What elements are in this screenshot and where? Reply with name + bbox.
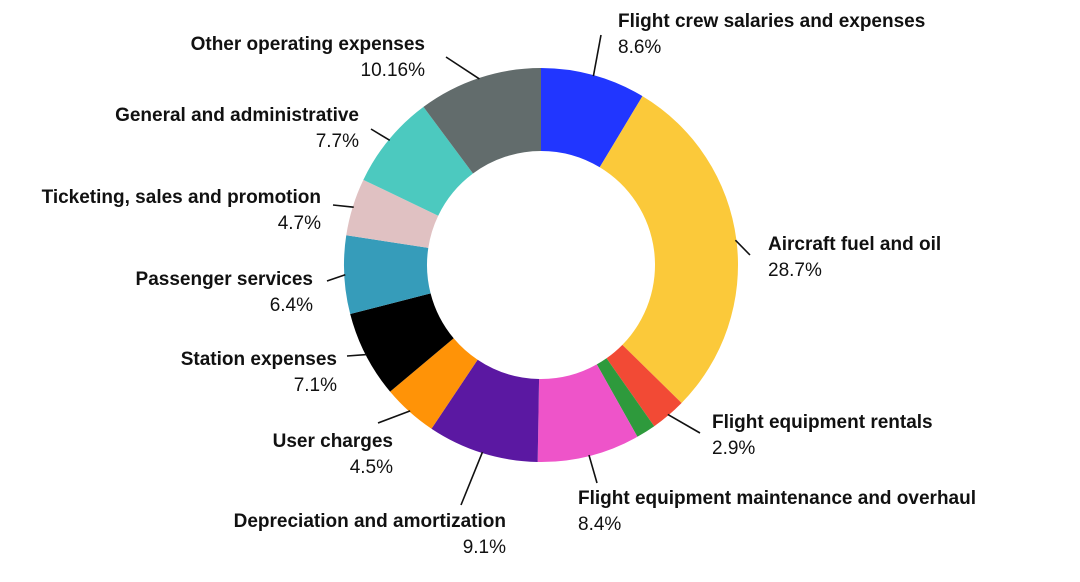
leader-line-flight-equipment-rentals <box>667 413 701 434</box>
label-percent-other-operating-expenses: 10.16% <box>361 60 426 81</box>
label-percent-flight-crew-salaries-and-expenses: 8.6% <box>618 37 661 58</box>
slice-general-and-administrative <box>363 106 473 216</box>
leader-line-flight-equipment-maintenance-and-overhaul <box>588 454 598 484</box>
slice-flight-equipment-maintenance-and-overhaul <box>537 364 638 463</box>
slice-flight-crew-salaries-and-expenses <box>541 68 643 168</box>
slice-flight-equipment-rentals <box>606 344 682 427</box>
slice-passenger-services <box>344 235 431 314</box>
label-name-user-charges: User charges <box>273 431 393 452</box>
leader-line-station-expenses <box>346 353 367 357</box>
label-percent-general-and-administrative: 7.7% <box>316 131 359 152</box>
leader-line-flight-crew-salaries-and-expenses <box>592 34 602 77</box>
label-name-depreciation-and-amortization: Depreciation and amortization <box>234 511 506 532</box>
slice-unlabeled-3 <box>596 358 655 437</box>
label-percent-station-expenses: 7.1% <box>294 375 337 396</box>
leader-line-aircraft-fuel-and-oil <box>734 239 751 256</box>
leader-line-user-charges <box>377 410 411 424</box>
label-name-general-and-administrative: General and administrative <box>115 105 359 126</box>
leader-line-ticketing-sales-and-promotion <box>332 204 354 209</box>
donut-slices <box>344 68 738 463</box>
label-percent-user-charges: 4.5% <box>350 457 393 478</box>
leader-line-general-and-administrative <box>370 128 391 142</box>
slice-user-charges <box>390 338 478 429</box>
slice-labels: Flight crew salaries and expenses 8.6% Air… <box>42 11 976 558</box>
label-percent-ticketing-sales-and-promotion: 4.7% <box>278 213 321 234</box>
slice-depreciation-and-amortization <box>431 359 540 462</box>
slice-station-expenses <box>350 293 454 392</box>
label-name-passenger-services: Passenger services <box>136 269 313 290</box>
label-percent-depreciation-and-amortization: 9.1% <box>463 537 506 558</box>
label-name-other-operating-expenses: Other operating expenses <box>191 34 425 55</box>
label-name-ticketing-sales-and-promotion: Ticketing, sales and promotion <box>42 187 321 208</box>
slice-ticketing-sales-and-promotion <box>346 179 439 248</box>
slice-aircraft-fuel-and-oil <box>599 96 738 404</box>
label-name-aircraft-fuel-and-oil: Aircraft fuel and oil <box>768 234 941 255</box>
label-percent-aircraft-fuel-and-oil: 28.7% <box>768 260 822 281</box>
leader-line-passenger-services <box>326 274 346 282</box>
leader-line-other-operating-expenses <box>445 56 480 80</box>
leader-line-depreciation-and-amortization <box>460 451 484 506</box>
label-name-flight-equipment-rentals: Flight equipment rentals <box>712 412 933 433</box>
label-name-station-expenses: Station expenses <box>181 349 337 370</box>
label-percent-passenger-services: 6.4% <box>270 295 313 316</box>
label-name-flight-equipment-maintenance-and-overhaul: Flight equipment maintenance and overhau… <box>578 488 976 509</box>
label-percent-flight-equipment-rentals: 2.9% <box>712 438 755 459</box>
slice-other-operating-expenses <box>423 68 541 174</box>
label-name-flight-crew-salaries-and-expenses: Flight crew salaries and expenses <box>618 11 925 32</box>
label-percent-flight-equipment-maintenance-and-overhaul: 8.4% <box>578 514 621 535</box>
